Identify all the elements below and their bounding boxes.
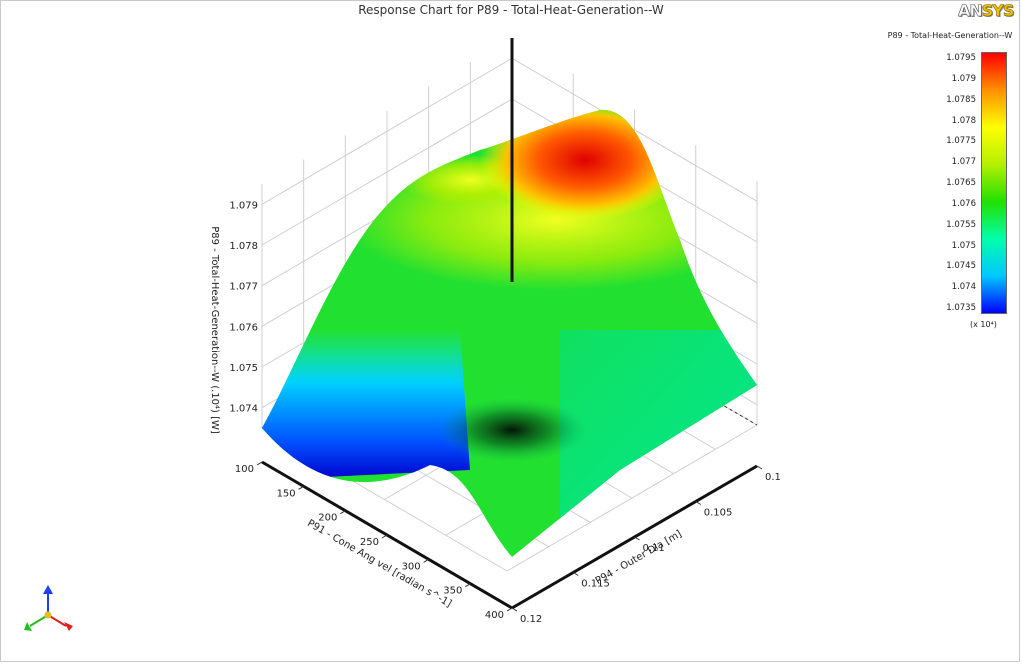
tick-labels: 1.074 1.075 1.076 1.077 1.078 1.079 100 150 200 2… (229, 200, 781, 625)
x-tick-label: 400 (485, 610, 504, 621)
x-tick-label: 250 (360, 537, 379, 548)
x-tick-mark (465, 583, 471, 588)
y-tick-mark (511, 607, 518, 612)
legend-tick-label: 1.0745 (946, 261, 976, 272)
legend-tick-label: 1.0795 (946, 53, 976, 63)
y-tick-mark (756, 465, 763, 470)
z-axis-title: P89 - Total-Heat-Generation--W (.10⁴) [W… (209, 226, 220, 434)
x-tick-mark (506, 607, 513, 612)
orientation-triad-icon[interactable] (24, 585, 73, 631)
legend-tick-label: 1.075 (951, 240, 976, 251)
x-tick-label: 300 (402, 561, 421, 572)
y-tick-mark (634, 536, 640, 541)
legend-tick-label: 1.0755 (946, 219, 976, 230)
legend-exponent: (x 10⁴) (970, 320, 997, 329)
z-tick-label: 1.075 (229, 363, 258, 374)
y-axis-title: P94 - Outer Dia [m] (594, 529, 684, 587)
x-tick-label: 100 (235, 464, 254, 475)
x-tick-label: 200 (318, 513, 337, 524)
y-tick-mark (695, 501, 702, 505)
chart-title: Response Chart for P89 - Total-Heat-Gene… (358, 3, 664, 17)
response-surface (262, 109, 757, 557)
x-tick-mark (423, 558, 429, 563)
legend-tick-label: 1.0785 (946, 94, 976, 105)
legend-tick-label: 1.0765 (946, 178, 976, 188)
x-tick-label: 350 (443, 586, 462, 597)
legend-tick-label: 1.078 (951, 115, 976, 126)
x-tick-mark (256, 461, 263, 466)
grid-line (506, 424, 758, 572)
x-tick-mark (381, 534, 388, 539)
legend-tick-label: 1.0735 (946, 303, 976, 313)
z-tick-label: 1.078 (229, 241, 258, 252)
ansys-logo: ANSYS (958, 1, 1015, 21)
legend-tick-label: 1.077 (951, 157, 976, 168)
legend-tick-label: 1.0775 (946, 136, 976, 147)
legend-color-bar (981, 52, 1007, 314)
y-tick-label: 0.12 (520, 614, 542, 625)
x-tick-mark (340, 510, 346, 515)
z-tick-label: 1.077 (229, 282, 258, 293)
legend-tick-label: 1.074 (951, 282, 976, 293)
legend-tick-label: 1.079 (951, 73, 976, 84)
y-tick-label: 0.1 (765, 472, 781, 483)
y-tick-label: 0.105 (704, 508, 733, 519)
y-tick-mark (572, 572, 579, 576)
legend-ticks: 1.0795 1.079 1.0785 1.078 1.0775 1.077 1.0765 1… (930, 52, 980, 314)
legend-tick-label: 1.076 (951, 198, 976, 209)
z-tick-label: 1.074 (229, 404, 258, 415)
z-tick-label: 1.076 (229, 322, 258, 333)
legend-title: P89 - Total-Heat-Generation--W (887, 31, 1013, 40)
y-tick-label: 0.11 (643, 543, 665, 554)
x-tick-label: 150 (277, 488, 296, 499)
z-tick-label: 1.079 (229, 200, 258, 211)
tick-marks (256, 461, 763, 612)
x-tick-mark (298, 485, 304, 490)
y-tick-label: 0.115 (581, 579, 610, 590)
